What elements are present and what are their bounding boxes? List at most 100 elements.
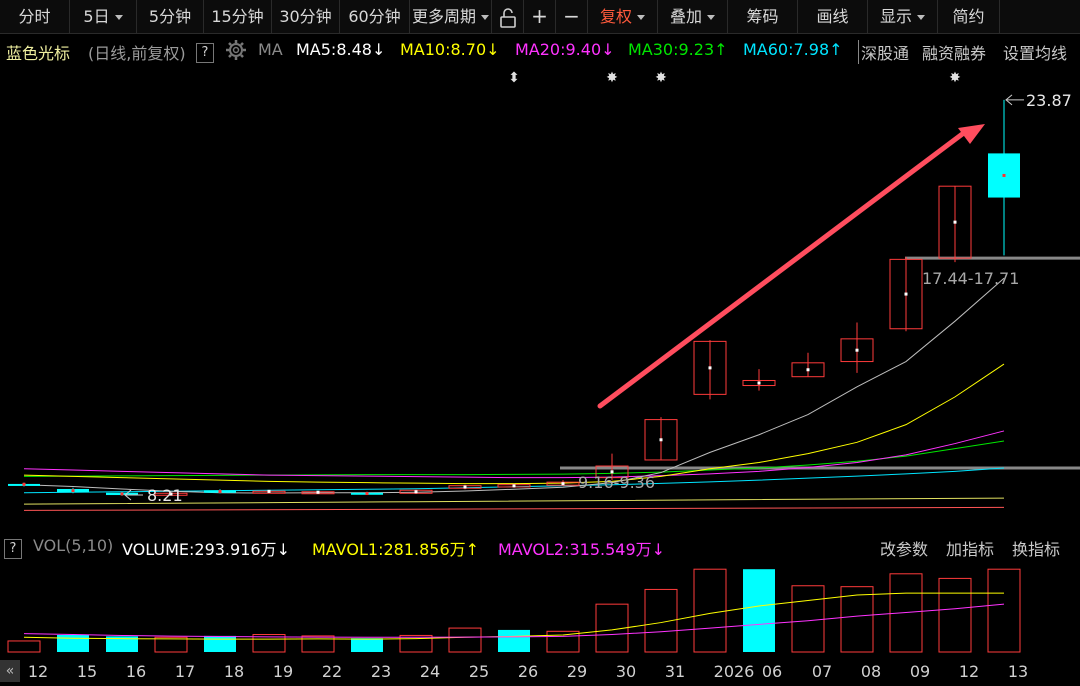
volume-bar (448, 627, 482, 653)
toolbar-item-9[interactable]: − (556, 0, 588, 33)
date-label: 15 (76, 662, 98, 681)
candle-center-dot (365, 492, 369, 496)
candle-center-dot (316, 490, 320, 494)
ma10-value: MA10:8.70↓ (400, 40, 500, 59)
date-label: 30 (615, 662, 637, 681)
volume-bar (351, 638, 383, 652)
chevron-down-icon (707, 15, 715, 20)
ma20-value: MA20:9.40↓ (515, 40, 615, 59)
change-params-link[interactable]: 改参数 (880, 540, 929, 559)
candle-body (644, 419, 678, 461)
candle-body (938, 185, 972, 259)
toolbar-item-8[interactable]: + (524, 0, 556, 33)
date-label: 22 (321, 662, 343, 681)
toolbar-item-2[interactable]: 5分钟 (137, 0, 204, 33)
ma30-value: MA30:9.23↑ (628, 40, 728, 59)
date-label: 24 (419, 662, 441, 681)
event-star-icon: ✸ (949, 70, 961, 86)
volume-bar (743, 569, 775, 652)
ma10-line (23, 363, 1005, 485)
toolbar-item-12[interactable]: 筹码 (728, 0, 798, 33)
candlestick-chart[interactable]: ✸ ✸ ✸ ⬍ 23.87 8.21 17.44-17.71 9.16-9.36 (0, 66, 1080, 528)
volume-bar (693, 568, 727, 653)
period-label: (日线,前复权) (88, 44, 186, 63)
date-label: 16 (125, 662, 147, 681)
scroll-left-icon[interactable]: « (0, 660, 20, 682)
mavol1-value: MAVOL1:281.856万↑ (312, 540, 480, 559)
toolbar-item-6[interactable]: 更多周期 (410, 0, 492, 33)
volume-help-button[interactable]: ? (4, 537, 22, 559)
volume-bar (252, 634, 286, 653)
volume-bar (644, 588, 678, 653)
switch-indicator-link[interactable]: 换指标 (1012, 540, 1061, 559)
toolbar-item-5[interactable]: 60分钟 (340, 0, 410, 33)
margin-trading-link[interactable]: 融资融券 (922, 44, 987, 63)
candle-body (693, 340, 727, 395)
chevron-down-icon (917, 15, 925, 20)
volume-bar (106, 636, 138, 652)
volume-bar (301, 635, 335, 653)
add-indicator-link[interactable]: 加指标 (946, 540, 995, 559)
toolbar-item-11[interactable]: 叠加 (658, 0, 728, 33)
volume-bar (546, 630, 580, 653)
high-price-label: 23.87 (1026, 91, 1072, 110)
candle-center-dot (855, 348, 859, 352)
volume-bar (154, 636, 188, 653)
toolbar-item-15[interactable]: 简约 (938, 0, 1000, 33)
toolbar-item-13[interactable]: 画线 (798, 0, 868, 33)
date-label: 19 (272, 662, 294, 681)
volume-bar (7, 640, 41, 653)
date-label: 25 (468, 662, 490, 681)
ma20-line (23, 430, 1005, 479)
low-price-label: 8.21 (147, 486, 183, 505)
candle-center-dot (120, 492, 124, 496)
long-ma2-line (23, 506, 1005, 511)
candle-center-dot (512, 484, 516, 488)
event-arrow-icon: ⬍ (508, 70, 520, 86)
candle-center-dot (414, 490, 418, 494)
candle-center-dot (267, 489, 271, 493)
candle-center-dot (169, 492, 173, 496)
volume-legend: ? VOL(5,10) VOLUME:293.916万↓ MAVOL1:281.… (0, 532, 1080, 560)
help-button[interactable]: ? (196, 41, 214, 63)
candle-center-dot (218, 490, 222, 494)
volume-bar (840, 586, 874, 653)
candle-body (889, 258, 923, 330)
support-range-label: 9.16-9.36 (578, 473, 655, 492)
mavol2-line (23, 603, 1005, 638)
candle-center-dot (71, 489, 75, 493)
toolbar-item-0[interactable]: 分时 (0, 0, 70, 33)
chevron-down-icon (637, 15, 645, 20)
candle-center-dot (610, 470, 614, 474)
toolbar-item-14[interactable]: 显示 (868, 0, 938, 33)
stock-name: 蓝色光标 (6, 44, 71, 63)
volume-bar (57, 634, 89, 652)
date-label: 31 (664, 662, 686, 681)
toolbar-item-10[interactable]: 复权 (588, 0, 658, 33)
candle-body (791, 362, 825, 378)
chevron-down-icon (481, 15, 489, 20)
toolbar-item-1[interactable]: 5日 (70, 0, 137, 33)
set-ma-link[interactable]: 设置均线 (1003, 44, 1068, 63)
ma-label: MA (258, 40, 283, 59)
date-label: 13 (1007, 662, 1029, 681)
ma60-value: MA60:7.98↑ (743, 40, 843, 59)
candle-body (742, 379, 776, 387)
ma30-line (23, 440, 1005, 477)
volume-bar (399, 634, 433, 653)
volume-bar (987, 568, 1021, 653)
candle-center-dot (757, 381, 761, 385)
date-label: 12 (27, 662, 49, 681)
unlock-icon[interactable] (492, 0, 524, 33)
mavol2-value: MAVOL2:315.549万↓ (498, 540, 666, 559)
volume-bar (498, 629, 530, 652)
candle-center-dot (953, 220, 957, 224)
shenzhen-connect-link[interactable]: 深股通 (858, 40, 909, 64)
toolbar-item-3[interactable]: 15分钟 (204, 0, 272, 33)
toolbar-item-4[interactable]: 30分钟 (272, 0, 340, 33)
gear-icon[interactable] (225, 39, 247, 65)
volume-chart[interactable] (0, 558, 1080, 658)
ma-legend: 蓝色光标 (日线,前复权) ? MA MA5:8.48↓ MA10:8.70↓ … (0, 36, 1080, 66)
resistance-range-label: 17.44-17.71 (922, 269, 1019, 288)
date-label: 23 (370, 662, 392, 681)
